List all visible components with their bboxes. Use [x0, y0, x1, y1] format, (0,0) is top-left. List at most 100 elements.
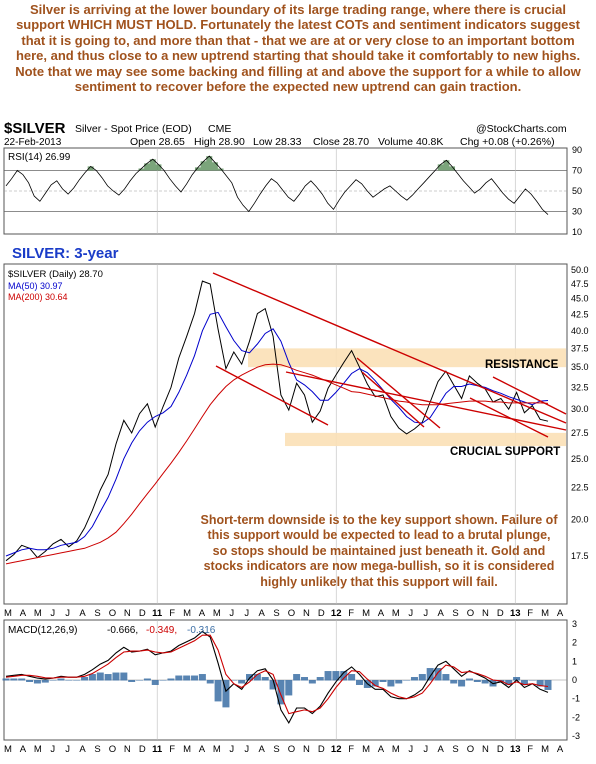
commentary-text: Silver is arriving at the lower boundary… [15, 2, 581, 95]
price-tick-label: 45.0 [571, 294, 589, 304]
x-tick-label-macd: D [139, 744, 146, 755]
x-tick-label-macd: D [318, 744, 325, 755]
macd-histogram-bar [57, 678, 65, 681]
macd-signal-line [5, 634, 549, 715]
price-tick-label: 50.0 [571, 265, 589, 275]
x-tick-label-macd: J [65, 744, 70, 755]
macd-tick-label: 2 [572, 638, 577, 648]
x-tick-label-macd: M [392, 744, 400, 755]
macd-histogram-bar [33, 680, 41, 684]
x-tick-label-macd: N [482, 744, 489, 755]
x-tick-label: M [4, 608, 12, 619]
chart-security-name: Silver - Spot Price (EOD) [75, 123, 192, 135]
x-tick-label-macd: M [4, 744, 12, 755]
x-tick-label-macd: M [213, 744, 221, 755]
rsi-label: RSI(14) 26.99 [8, 152, 71, 163]
short-term-note: Short-term downside is to the key suppor… [200, 513, 558, 589]
chart-date: 22-Feb-2013 [4, 137, 62, 148]
x-tick-label: 12 [331, 608, 342, 619]
x-tick-label: J [229, 608, 234, 619]
x-tick-label: D [318, 608, 325, 619]
macd-histogram-bar [206, 680, 214, 684]
x-tick-label-macd: F [527, 744, 533, 755]
x-tick-label-macd: F [169, 744, 175, 755]
macd-line [5, 630, 549, 725]
macd-histogram-bar [513, 677, 521, 681]
x-tick-label: 11 [152, 608, 163, 619]
macd-histogram-bar [65, 680, 73, 681]
x-tick-label: O [109, 608, 116, 619]
x-tick-label-macd: J [423, 744, 428, 755]
x-tick-label: 13 [510, 608, 521, 619]
macd-histogram-bar [246, 674, 254, 681]
price-tick-label: 32.5 [571, 382, 589, 392]
macd-histogram-bar [450, 680, 458, 684]
price-tick-label: 42.5 [571, 309, 589, 319]
macd-histogram-bar [73, 680, 81, 681]
macd-tick-label: -2 [572, 712, 580, 722]
quote-open: Open 28.65 [130, 136, 185, 148]
macd-histogram-bar [159, 680, 167, 681]
x-tick-label: A [437, 608, 444, 619]
x-tick-label: J [408, 608, 413, 619]
stockcharts-watermark: @StockCharts.com [476, 123, 567, 135]
mid-channel-line [285, 371, 567, 431]
macd-histogram-bar [269, 680, 277, 690]
chart-title: SILVER: 3-year [12, 245, 119, 262]
ma200-line [5, 363, 549, 565]
price-tick-label: 47.5 [571, 279, 589, 289]
macd-histogram-bar [230, 680, 238, 681]
support-zone [285, 432, 566, 447]
x-tick-label: M [541, 608, 549, 619]
x-tick-label-macd: A [199, 744, 206, 755]
x-tick-label-macd: A [258, 744, 265, 755]
x-tick-label-macd: O [467, 744, 474, 755]
macd-histogram-bar [120, 672, 128, 681]
rsi-tick-label: 70 [572, 166, 582, 176]
downtrend-lower-channel [215, 365, 329, 426]
x-tick-label: A [258, 608, 265, 619]
price-tick-label: 27.5 [571, 428, 589, 438]
x-tick-label: O [288, 608, 295, 619]
x-tick-label-macd: S [273, 744, 279, 755]
x-tick-label-macd: M [34, 744, 42, 755]
x-tick-label-macd: N [303, 744, 310, 755]
macd-histogram-bar [253, 674, 261, 681]
macd-tick-label: 1 [572, 656, 577, 666]
macd-histogram-bar [458, 680, 466, 687]
macd-histogram-bar [434, 668, 442, 681]
x-tick-label: A [557, 608, 564, 619]
macd-histogram-bar [348, 674, 356, 681]
price-series-line [5, 280, 549, 562]
price-tick-label: 25.0 [571, 454, 589, 464]
x-tick-label-macd: A [378, 744, 385, 755]
macd-histogram-bar [528, 680, 536, 681]
x-tick-label: M [183, 608, 191, 619]
x-tick-label: O [467, 608, 474, 619]
macd-histogram-bar [536, 680, 544, 687]
quote-low: Low 28.33 [253, 136, 302, 148]
macd-histogram-bar [465, 678, 473, 681]
x-tick-label: A [20, 608, 27, 619]
macd-histogram-bar [128, 680, 136, 682]
macd-signal-value: -0.349, [146, 625, 177, 636]
support-label: CRUCIAL SUPPORT [450, 446, 560, 458]
macd-histogram-bar [316, 677, 324, 681]
x-tick-label-macd: J [408, 744, 413, 755]
macd-histogram-bar [387, 680, 395, 687]
late-channel-lower [361, 371, 425, 428]
resistance-label: RESISTANCE [485, 359, 559, 371]
macd-histogram-bar [277, 680, 285, 705]
macd-histogram-bar [104, 674, 112, 681]
rsi-tick-label: 50 [572, 186, 582, 196]
x-tick-label: M [213, 608, 221, 619]
macd-histogram-bar [442, 674, 450, 681]
macd-histogram-bar [112, 672, 120, 681]
x-tick-label: F [527, 608, 533, 619]
x-tick-label-macd: 11 [152, 744, 163, 755]
rsi-overbought-fill [87, 156, 456, 171]
macd-histogram-bar [340, 671, 348, 681]
macd-histogram-bar [505, 680, 513, 685]
x-tick-label-macd: J [229, 744, 234, 755]
